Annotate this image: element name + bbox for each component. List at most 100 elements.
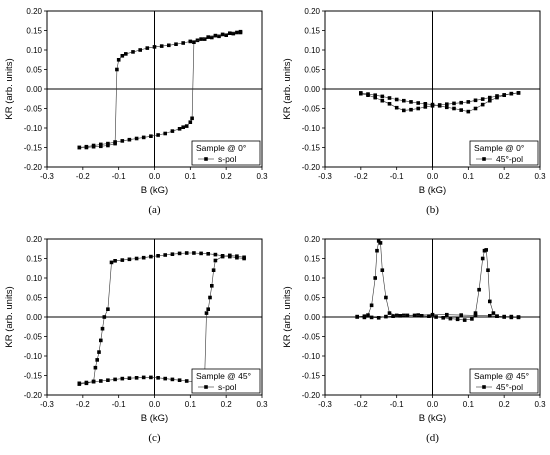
y-tick-label: 0.10 xyxy=(304,274,320,283)
y-tick-label: 0.00 xyxy=(26,85,42,94)
data-point xyxy=(113,140,117,144)
data-point xyxy=(100,326,105,331)
data-point xyxy=(384,314,388,319)
x-tick-label: 0.2 xyxy=(499,400,511,409)
data-point xyxy=(416,313,420,317)
y-axis-label: KR (arb. units) xyxy=(282,58,293,119)
data-point xyxy=(419,314,424,318)
legend-title: Sample @ 0° xyxy=(474,143,524,153)
data-point xyxy=(177,127,182,131)
data-point xyxy=(156,376,160,380)
data-point xyxy=(509,91,514,96)
data-point xyxy=(430,102,435,107)
data-point xyxy=(141,375,146,380)
y-tick-label: 0.05 xyxy=(26,294,42,303)
data-point xyxy=(134,136,139,141)
y-tick-label: -0.15 xyxy=(302,372,321,381)
y-axis-label: KR (arb. units) xyxy=(282,286,293,347)
data-point xyxy=(380,268,385,272)
x-tick-label: 0.0 xyxy=(149,172,161,181)
data-point xyxy=(477,287,481,292)
data-point xyxy=(366,92,370,96)
data-point xyxy=(156,254,160,258)
y-tick-label: 0.00 xyxy=(304,85,320,94)
data-point xyxy=(115,67,119,72)
y-tick-label: -0.10 xyxy=(24,124,43,133)
x-tick-label: 0.0 xyxy=(427,400,439,409)
data-point xyxy=(359,91,363,95)
data-point xyxy=(195,38,200,43)
data-point xyxy=(462,318,467,322)
data-point xyxy=(459,313,463,317)
data-point xyxy=(480,256,485,261)
data-point xyxy=(113,377,117,382)
data-point xyxy=(466,100,471,104)
legend-box xyxy=(191,368,261,394)
y-tick-label: -0.10 xyxy=(24,352,43,361)
x-tick-label: 0.0 xyxy=(149,400,161,409)
data-point xyxy=(84,380,89,385)
data-point xyxy=(387,102,392,106)
data-point xyxy=(473,313,478,318)
x-tick-label: -0.1 xyxy=(112,400,126,409)
data-point xyxy=(149,375,153,380)
data-point xyxy=(509,315,514,320)
data-point xyxy=(163,376,167,381)
data-point xyxy=(242,255,246,260)
data-point xyxy=(502,93,506,97)
x-tick-label: -0.2 xyxy=(354,172,368,181)
data-point xyxy=(120,376,125,381)
x-axis-label: B (kG) xyxy=(419,185,446,196)
data-point xyxy=(159,44,164,48)
legend-title: Sample @ 0° xyxy=(196,143,246,153)
data-point xyxy=(445,105,449,110)
data-point xyxy=(127,376,132,380)
data-point xyxy=(437,104,442,108)
data-point xyxy=(488,98,492,103)
data-point xyxy=(134,376,139,380)
data-point xyxy=(220,254,225,259)
y-axis-label: KR (arb. units) xyxy=(4,286,15,347)
data-point xyxy=(124,52,128,56)
data-point xyxy=(213,252,218,257)
data-point xyxy=(210,35,214,40)
x-tick-label: 0.1 xyxy=(185,400,197,409)
y-tick-label: 0.15 xyxy=(304,27,320,36)
legend: Sample @ 45°45°-pol xyxy=(469,368,539,394)
data-point xyxy=(131,50,135,54)
data-point xyxy=(405,313,410,318)
data-point xyxy=(228,253,232,258)
x-tick-label: -0.1 xyxy=(390,172,404,181)
data-point xyxy=(181,41,185,45)
data-point xyxy=(174,42,178,46)
y-tick-label: 0.15 xyxy=(304,255,320,264)
legend-box xyxy=(191,140,261,166)
data-point xyxy=(378,241,383,245)
x-tick-label: -0.3 xyxy=(318,172,332,181)
data-point xyxy=(190,116,194,121)
y-tick-label: -0.05 xyxy=(24,333,43,342)
data-point xyxy=(109,260,114,265)
data-point xyxy=(409,100,413,104)
y-tick-label: 0.05 xyxy=(26,66,42,75)
data-point xyxy=(380,98,385,103)
y-tick-label: -0.20 xyxy=(302,391,321,400)
data-point xyxy=(99,144,103,149)
data-point xyxy=(163,131,167,136)
data-point xyxy=(102,315,107,319)
data-point xyxy=(387,96,392,100)
series-line xyxy=(360,92,519,112)
data-point xyxy=(430,312,435,317)
data-point xyxy=(99,379,103,383)
x-tick-label: -0.3 xyxy=(40,400,54,409)
data-point xyxy=(93,365,98,370)
data-point xyxy=(145,46,150,50)
data-point xyxy=(376,316,381,320)
y-tick-label: -0.05 xyxy=(302,333,321,342)
data-point xyxy=(373,93,377,97)
x-axis-label: B (kG) xyxy=(141,185,168,196)
data-point xyxy=(106,141,110,146)
data-point xyxy=(466,109,471,114)
data-point xyxy=(120,139,125,143)
